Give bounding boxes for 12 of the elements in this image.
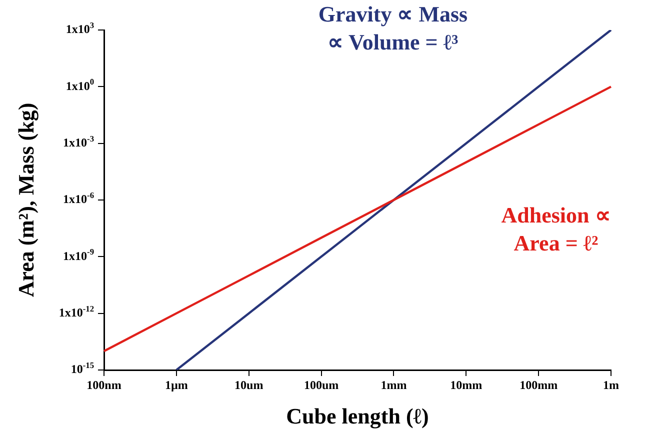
x-tick-label: 1µm [164, 378, 188, 392]
x-tick-label: 100um [304, 378, 339, 392]
x-tick-label: 10mm [450, 378, 482, 392]
text: Gravity ∝ Mass ∝ Volume = ℓ³ [318, 2, 468, 55]
x-tick-label: 100nm [86, 378, 122, 392]
x-tick-label: 10um [234, 378, 264, 392]
x-tick-label: 100mm [520, 378, 558, 392]
x-axis-title: Cube length (ℓ) [286, 404, 429, 429]
y-axis-title: Area (m²), Mass (kg) [14, 102, 39, 298]
x-tick-label: 1mm [380, 378, 407, 392]
text: Adhesion ∝ Area = ℓ² [501, 202, 611, 256]
x-tick-label: 1m [603, 378, 619, 392]
